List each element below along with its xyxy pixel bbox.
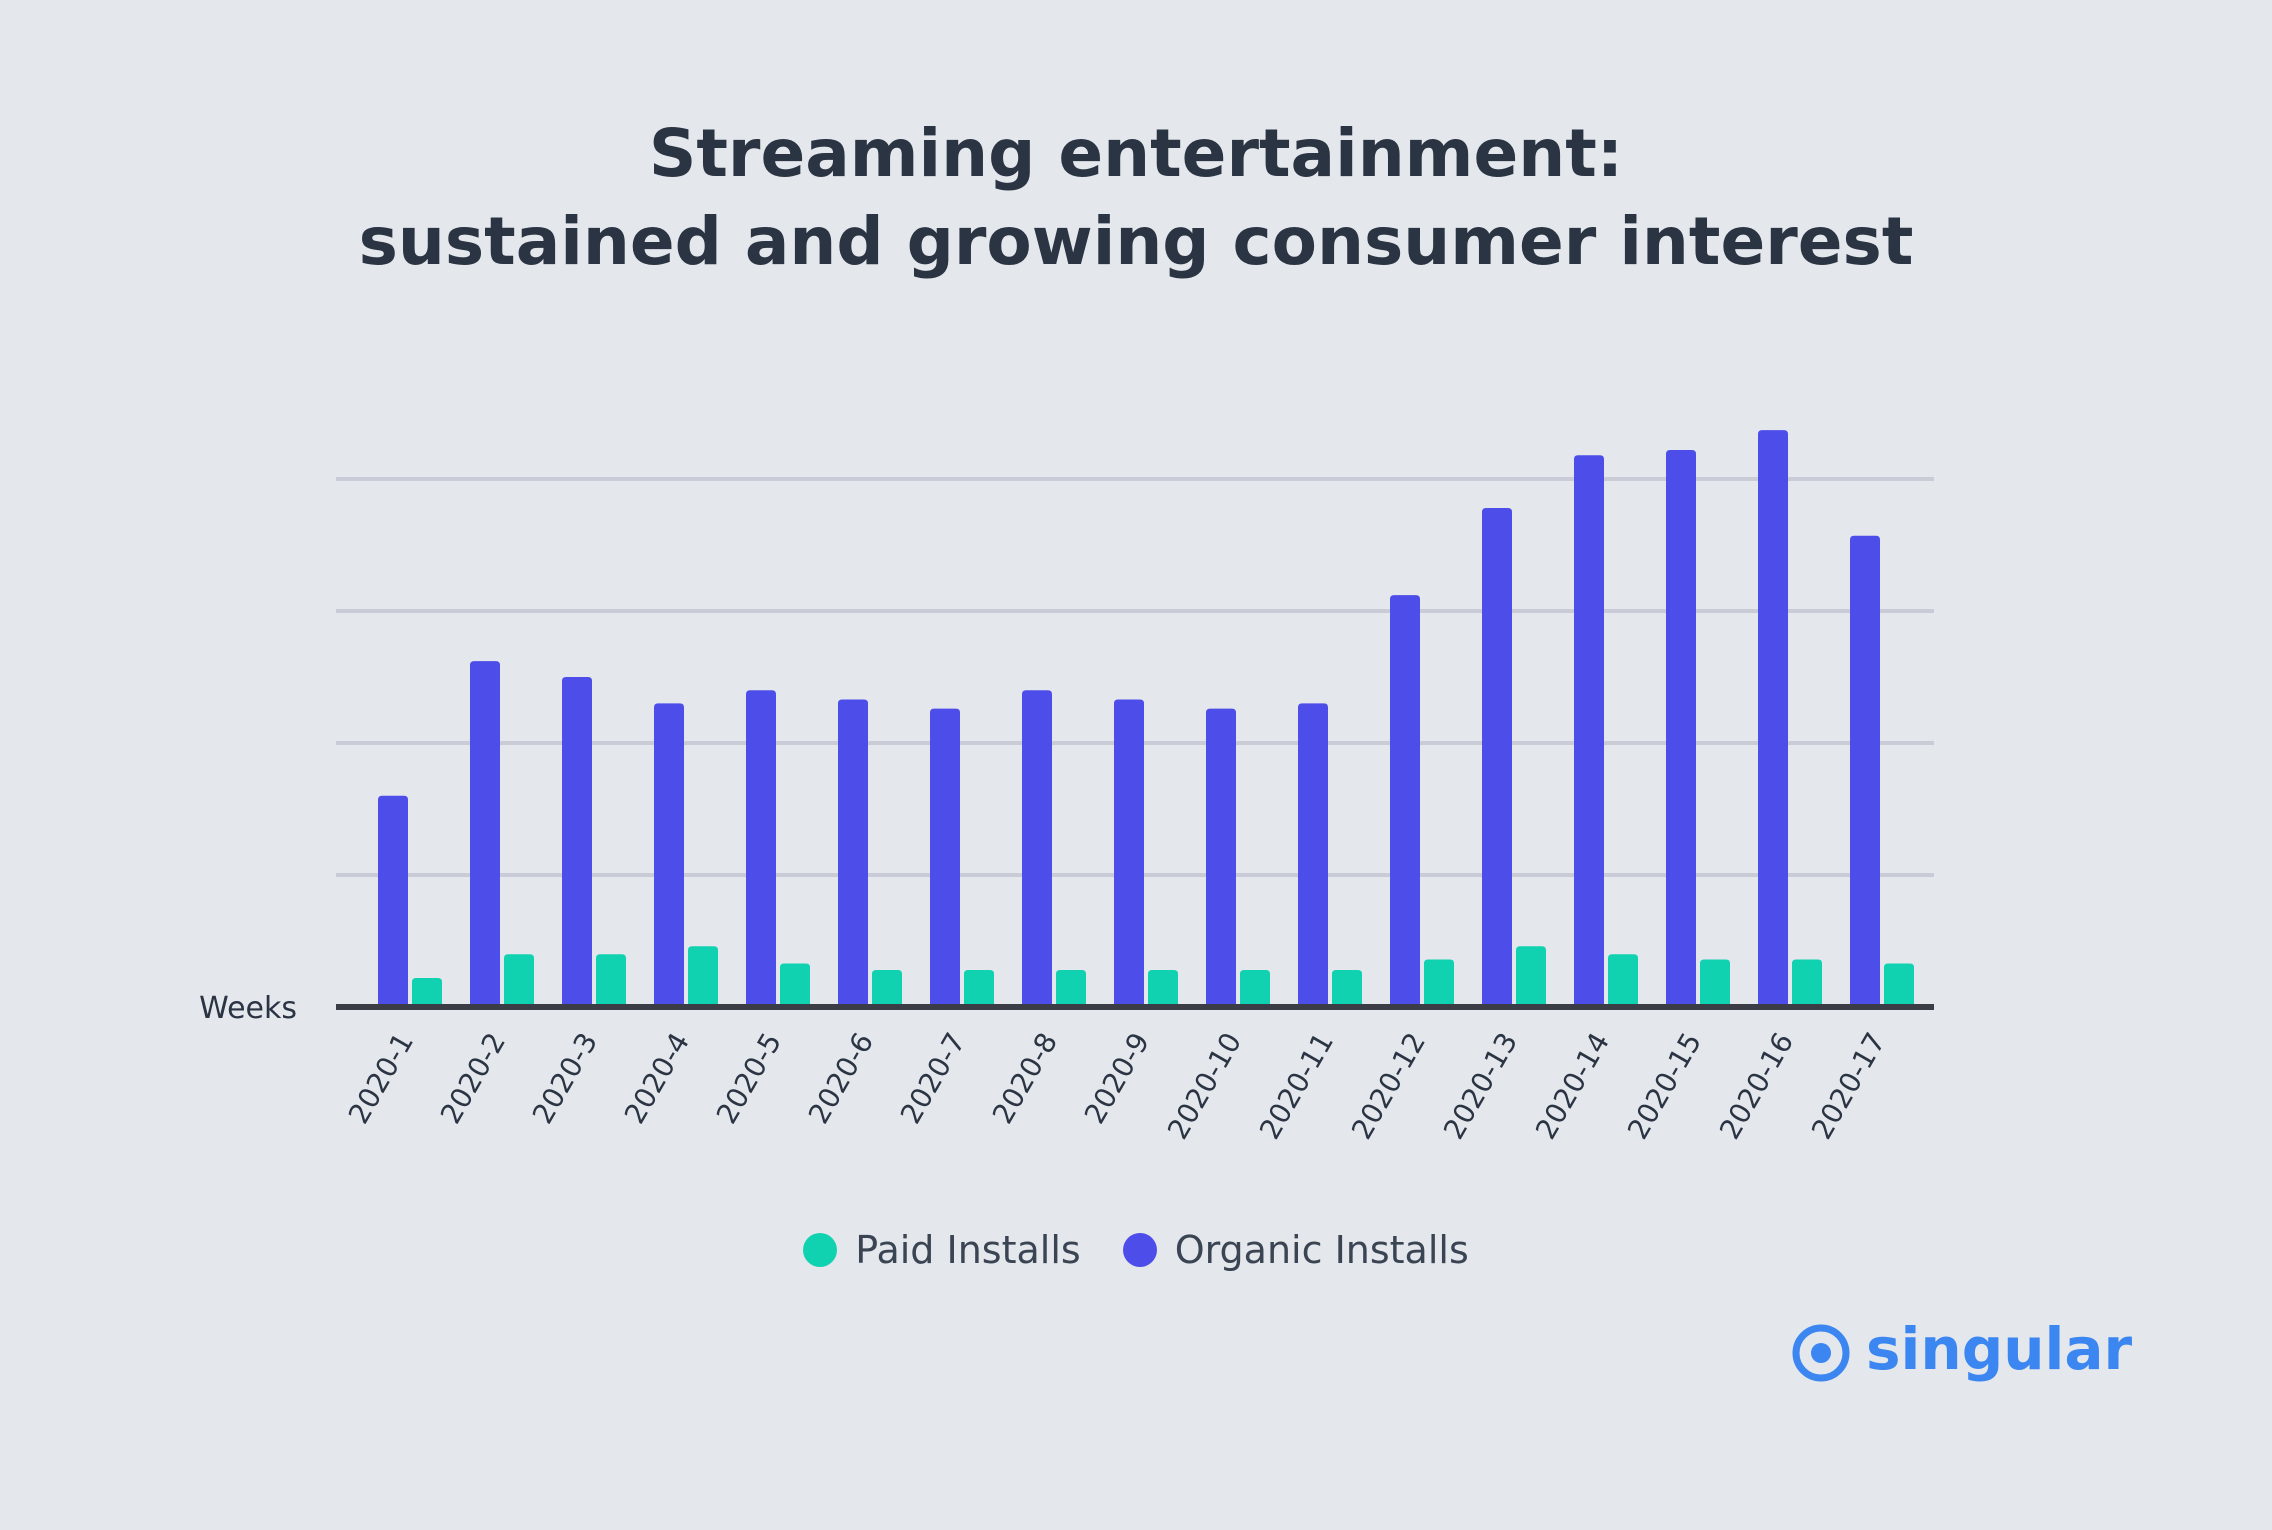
x-tick-label-2020-11: 2020-11 [1253,1027,1340,1145]
bar-organic-2020-2 [470,661,500,1007]
bar-organic-2020-9 [1114,699,1144,1007]
legend-label-paid: Paid Installs [855,1228,1081,1272]
singular-logo: singular [1790,1315,2133,1384]
legend-swatch-organic [1122,1233,1157,1267]
bar-organic-2020-10 [1206,708,1236,1007]
bar-organic-2020-14 [1574,455,1604,1007]
x-tick-label-2020-16: 2020-16 [1713,1027,1800,1145]
bar-paid-2020-16 [1792,959,1822,1007]
chart-title: Streaming entertainment: sustained and g… [0,110,2272,286]
x-tick-labels: 2020-1 2020-2 2020-3 2020-4 2020-5 2020-6 2020… [342,1027,1892,1145]
bar-organic-2020-5 [746,690,776,1007]
x-tick-label-2020-14: 2020-14 [1529,1027,1616,1145]
bar-paid-2020-5 [780,963,810,1007]
legend-item-paid: Paid Installs [803,1228,1081,1272]
legend-swatch-paid [803,1233,838,1267]
bar-paid-2020-6 [872,970,902,1007]
bar-paid-2020-8 [1056,970,1086,1007]
x-tick-label-2020-1: 2020-1 [342,1027,420,1129]
x-tick-label-2020-13: 2020-13 [1437,1027,1524,1145]
bar-paid-2020-9 [1148,970,1178,1007]
bar-paid-2020-2 [504,954,534,1007]
x-tick-label-2020-7: 2020-7 [894,1027,972,1129]
bar-paid-2020-3 [596,954,626,1007]
bar-paid-2020-4 [688,946,718,1007]
x-tick-label-2020-6: 2020-6 [802,1027,880,1129]
singular-logo-icon [1792,1324,1850,1382]
chart-title-line-1: Streaming entertainment: [648,115,1624,192]
x-tick-label-2020-17: 2020-17 [1805,1027,1892,1145]
x-tick-label-2020-4: 2020-4 [618,1027,696,1129]
singular-logo-text: singular [1866,1315,2133,1383]
bar-organic-2020-6 [838,699,868,1007]
chart-title-line-2: sustained and growing consumer interest [358,203,1914,280]
bar-organic-2020-8 [1022,690,1052,1007]
x-axis-title: Weeks [199,991,297,1026]
bar-paid-2020-13 [1516,946,1546,1007]
bar-organic-2020-1 [378,795,408,1007]
bar-paid-2020-11 [1332,970,1362,1007]
legend-label-organic: Organic Installs [1174,1228,1469,1272]
bar-paid-2020-15 [1700,959,1730,1007]
x-tick-label-2020-2: 2020-2 [434,1027,512,1129]
bar-paid-2020-1 [412,977,442,1007]
bar-organic-2020-15 [1666,449,1696,1008]
bar-organic-2020-16 [1758,430,1788,1007]
bar-organic-2020-4 [654,703,684,1007]
bar-paid-2020-10 [1240,970,1270,1007]
x-tick-label-2020-9: 2020-9 [1078,1027,1156,1129]
bar-organic-2020-7 [930,708,960,1007]
x-tick-label-2020-12: 2020-12 [1345,1027,1432,1145]
x-tick-label-2020-8: 2020-8 [986,1027,1064,1129]
bar-organic-2020-3 [562,677,592,1007]
legend-item-organic: Organic Installs [1122,1228,1469,1272]
bar-organic-2020-12 [1390,595,1420,1007]
bar-paid-2020-7 [964,970,994,1007]
legend: Paid Installs Organic Installs [0,1228,2272,1272]
bars [378,430,1914,1008]
bar-organic-2020-13 [1482,508,1512,1007]
bar-organic-2020-17 [1850,535,1880,1007]
bar-organic-2020-11 [1298,703,1328,1007]
bar-paid-2020-12 [1424,959,1454,1007]
x-tick-label-2020-3: 2020-3 [526,1027,604,1129]
x-tick-label-2020-10: 2020-10 [1161,1027,1248,1145]
x-tick-label-2020-5: 2020-5 [710,1027,788,1129]
x-tick-label-2020-15: 2020-15 [1621,1027,1708,1145]
bar-paid-2020-14 [1608,954,1638,1007]
bar-paid-2020-17 [1884,963,1914,1007]
